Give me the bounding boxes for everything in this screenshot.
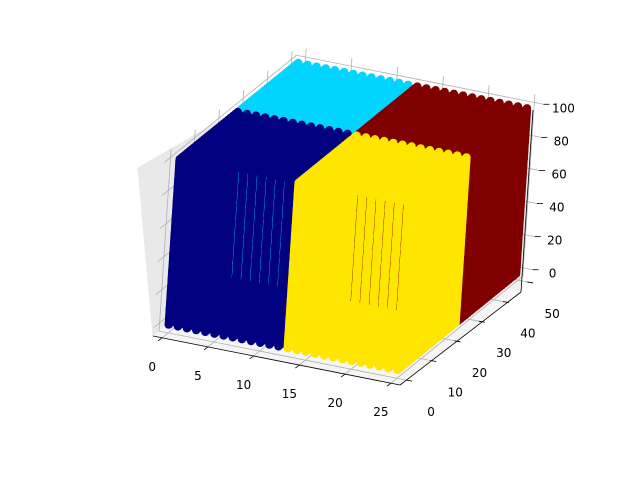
x-grid-line-5: [390, 94, 536, 384]
z-grid-line-5: [164, 54, 544, 163]
data-points: [164, 58, 532, 375]
y-grid-line-0: [158, 149, 407, 381]
